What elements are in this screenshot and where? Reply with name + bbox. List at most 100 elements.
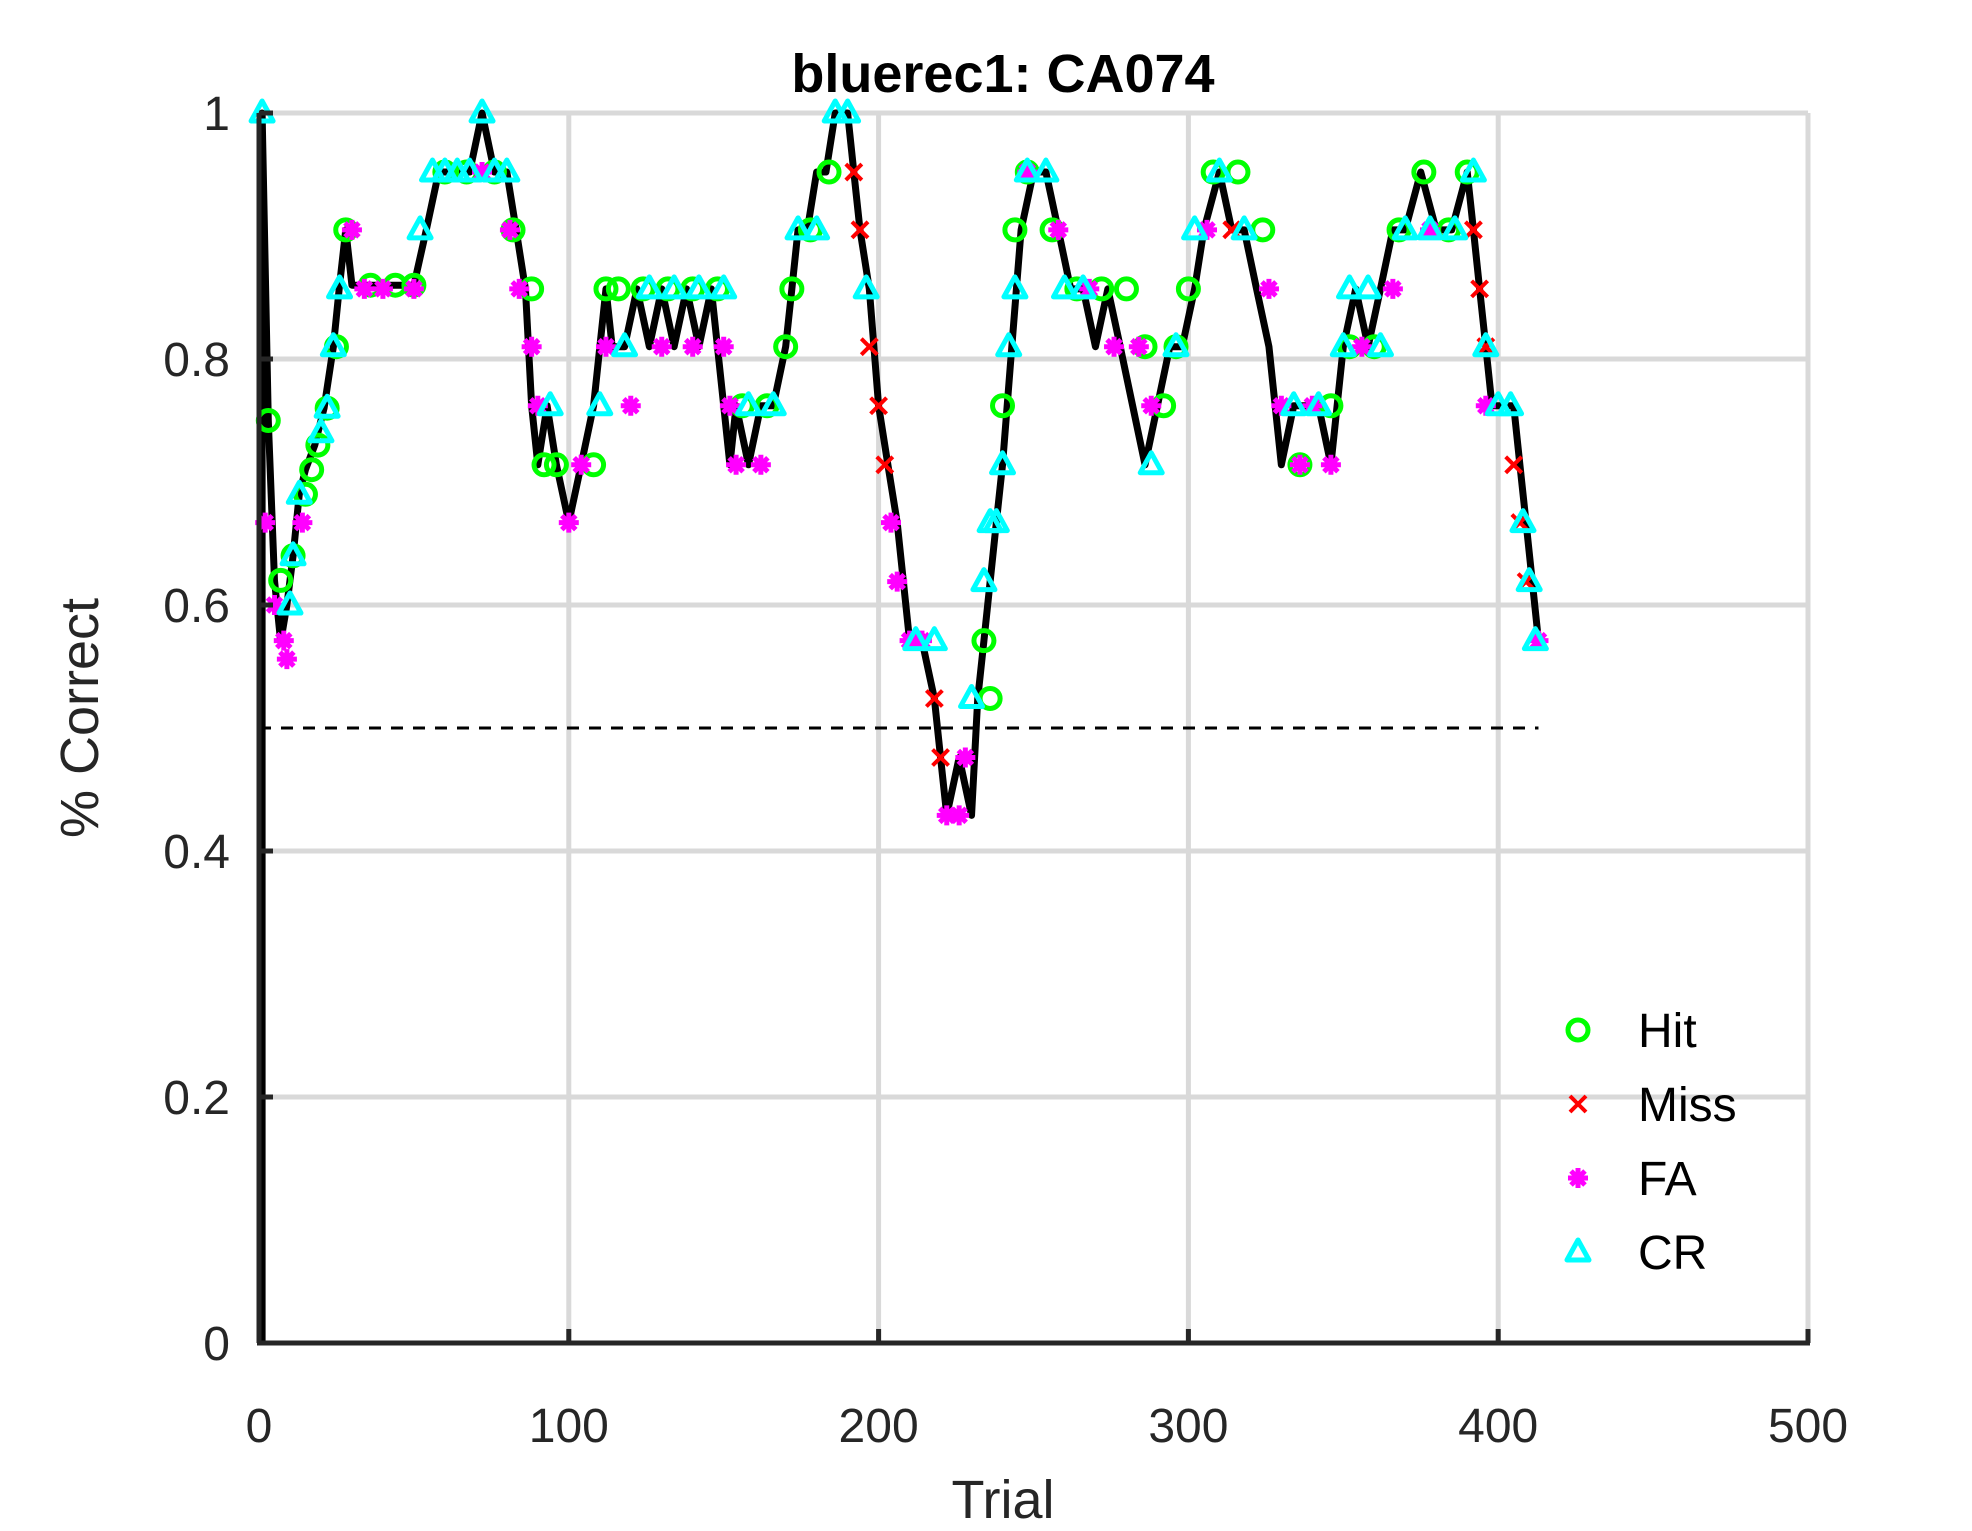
cr-marker-shape <box>958 683 986 709</box>
legend-hit-marker <box>1565 1017 1591 1043</box>
cr-marker-shape <box>685 274 713 300</box>
cr-marker <box>536 391 564 417</box>
y-tick-label: 0.6 <box>163 580 230 633</box>
cr-marker-shape <box>920 626 948 652</box>
y-tick-label: 0.2 <box>163 1072 230 1125</box>
hit-marker-shape <box>1175 276 1201 302</box>
x-tick-label: 200 <box>839 1400 919 1453</box>
x-tick-label: 300 <box>1148 1400 1228 1453</box>
fa-marker <box>1528 630 1549 651</box>
legend-hit-marker-shape <box>1565 1017 1591 1043</box>
series-fa <box>255 162 1549 826</box>
legend-item-hit: Hit <box>1565 1005 1697 1058</box>
miss-marker-shape <box>844 162 864 182</box>
fa-marker <box>595 336 616 357</box>
x-tick-label: 400 <box>1458 1400 1538 1453</box>
hit-marker <box>1411 159 1437 185</box>
miss-marker-shape <box>859 337 879 357</box>
cr-marker-shape <box>1205 157 1233 183</box>
cr-marker-shape <box>635 274 663 300</box>
fa-marker <box>255 512 276 533</box>
fa-marker <box>558 512 579 533</box>
y-tick-label: 1 <box>203 88 230 141</box>
cr-marker <box>989 450 1017 476</box>
cr-marker-shape <box>1329 332 1357 358</box>
miss-marker <box>1464 220 1483 240</box>
cr-marker-shape <box>1441 215 1469 241</box>
fa-marker <box>1141 395 1162 416</box>
cr-marker <box>734 391 762 417</box>
fa-marker-shape <box>527 395 548 416</box>
cr-marker-shape <box>536 391 564 417</box>
fa-marker-shape <box>499 219 520 240</box>
cr-marker-shape <box>989 450 1017 476</box>
cr-marker-shape <box>276 590 304 616</box>
fa-marker-shape <box>276 649 297 670</box>
hit-marker-shape <box>605 276 631 302</box>
cr-marker-shape <box>1416 215 1444 241</box>
fa-marker-shape <box>1128 336 1149 357</box>
cr-marker-shape <box>759 391 787 417</box>
fa-marker-shape <box>887 571 908 592</box>
legend-fa-label: FA <box>1638 1153 1697 1206</box>
cr-marker <box>834 98 862 124</box>
cr-marker <box>285 479 313 505</box>
miss-marker-shape <box>931 748 950 767</box>
cr-marker <box>1416 215 1444 241</box>
miss-marker <box>1470 279 1490 299</box>
cr-marker <box>1181 215 1209 241</box>
fa-marker-shape <box>750 454 771 475</box>
fa-marker <box>354 278 375 299</box>
fa-marker <box>719 395 740 416</box>
cr-marker-shape <box>660 274 688 300</box>
miss-marker <box>844 162 864 182</box>
cr-marker-shape <box>1069 274 1097 300</box>
fa-marker <box>713 336 734 357</box>
miss-marker <box>850 220 870 240</box>
miss-marker-shape <box>850 220 870 240</box>
cr-marker <box>1354 274 1382 300</box>
hit-marker-shape <box>543 452 569 478</box>
cr-marker <box>635 274 663 300</box>
fa-marker <box>509 278 530 299</box>
hit-marker <box>773 334 799 360</box>
hit-marker-shape <box>773 334 799 360</box>
fa-marker-shape <box>341 219 362 240</box>
fa-marker-shape <box>880 512 901 533</box>
cr-marker <box>970 567 998 593</box>
cr-marker-shape <box>995 332 1023 358</box>
hit-marker <box>779 276 805 302</box>
cr-marker <box>1162 332 1190 358</box>
legend-miss-marker-shape <box>1568 1094 1588 1114</box>
cr-marker <box>902 626 930 652</box>
fa-marker <box>264 595 285 615</box>
cr-marker <box>1515 567 1543 593</box>
cr-marker <box>759 391 787 417</box>
legend-fa-marker <box>1568 1168 1588 1188</box>
fa-marker <box>651 336 672 357</box>
cr-marker-shape <box>1509 508 1537 534</box>
series-miss <box>844 162 1536 767</box>
cr-marker <box>1069 274 1097 300</box>
legend-item-miss: Miss <box>1568 1079 1737 1132</box>
hit-marker-shape <box>1411 159 1437 185</box>
fa-marker-shape <box>651 336 672 357</box>
fa-marker <box>726 454 747 475</box>
cr-marker <box>1050 274 1078 300</box>
fa-marker-shape <box>1475 395 1496 416</box>
cr-marker-shape <box>456 157 484 183</box>
fa-marker-shape <box>521 336 542 357</box>
fa-marker <box>1382 278 1403 299</box>
x-tick-labels: 0 100 200 300 400 500 <box>246 1400 1848 1453</box>
fa-marker-shape <box>1196 219 1217 240</box>
miss-marker <box>924 689 944 708</box>
cr-marker <box>1280 391 1308 417</box>
fa-marker <box>1420 219 1441 240</box>
hit-marker <box>1175 276 1201 302</box>
cr-marker <box>1459 157 1487 183</box>
fa-marker-shape <box>726 454 747 475</box>
cr-marker <box>1032 157 1060 183</box>
cr-marker <box>1472 332 1500 358</box>
cr-marker-shape <box>852 274 880 300</box>
